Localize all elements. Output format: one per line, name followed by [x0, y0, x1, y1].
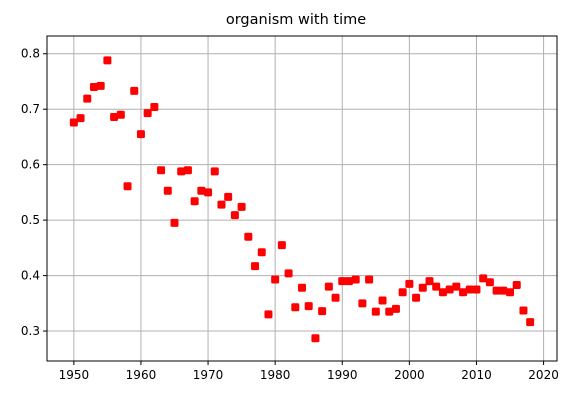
data-point — [251, 262, 260, 271]
data-point — [311, 334, 320, 343]
data-point — [284, 269, 293, 278]
data-point — [445, 285, 454, 294]
data-point — [217, 200, 226, 209]
data-point — [143, 109, 152, 118]
data-point — [76, 114, 85, 123]
x-tick-label: 1960 — [126, 368, 157, 382]
data-point — [405, 279, 414, 288]
data-point — [150, 102, 159, 111]
data-point — [230, 211, 239, 220]
data-point — [506, 288, 515, 297]
data-point — [204, 188, 213, 197]
data-point — [398, 288, 407, 297]
data-point — [318, 307, 327, 316]
data-point — [378, 296, 387, 305]
data-point — [177, 167, 186, 176]
data-point — [237, 202, 246, 211]
data-point — [344, 277, 353, 286]
data-point — [116, 110, 125, 119]
data-point — [224, 192, 233, 201]
data-point — [385, 307, 394, 316]
data-point — [351, 275, 360, 284]
data-point — [526, 318, 535, 327]
data-point — [190, 197, 199, 206]
data-point — [425, 277, 434, 286]
data-point — [83, 94, 92, 103]
data-point — [157, 166, 166, 175]
data-point — [130, 86, 139, 95]
x-tick-label: 2000 — [394, 368, 425, 382]
data-point — [479, 274, 488, 283]
x-tick-label: 2020 — [528, 368, 559, 382]
x-tick-label: 2010 — [461, 368, 492, 382]
data-point — [244, 232, 253, 241]
grid-lines — [47, 36, 557, 361]
chart-title: organism with time — [226, 12, 366, 28]
y-tick-label: 0.7 — [21, 102, 40, 116]
data-point — [512, 281, 521, 290]
data-point — [465, 285, 474, 294]
data-point — [183, 166, 192, 175]
data-point — [123, 182, 132, 191]
data-point — [110, 112, 119, 121]
data-point — [412, 293, 421, 302]
y-tick-label: 0.6 — [21, 158, 40, 172]
data-point — [438, 288, 447, 297]
data-point — [257, 248, 266, 257]
data-points — [69, 56, 535, 343]
y-tick-label: 0.8 — [21, 47, 40, 61]
data-point — [197, 186, 206, 195]
data-point — [519, 306, 528, 315]
data-point — [499, 286, 508, 295]
data-point — [418, 283, 427, 292]
data-point — [472, 285, 481, 294]
data-point — [391, 304, 400, 313]
data-point — [492, 286, 501, 295]
data-point — [89, 83, 98, 92]
data-point — [338, 277, 347, 286]
data-point — [365, 275, 374, 284]
axes: 1950 1960 1970 1980 1990 2000 2010 2020 0.3 0.4 0.… — [21, 35, 559, 382]
x-tick-label: 1950 — [59, 368, 90, 382]
y-tick-label: 0.4 — [21, 269, 40, 283]
data-point — [459, 288, 468, 297]
data-point — [432, 282, 441, 291]
plot-frame — [46, 35, 558, 362]
x-tick-label: 1990 — [327, 368, 358, 382]
data-point — [163, 186, 172, 195]
x-tick-label: 1970 — [193, 368, 224, 382]
data-point — [210, 167, 219, 176]
data-point — [485, 278, 494, 287]
data-point — [371, 307, 380, 316]
data-point — [170, 218, 179, 227]
data-point — [136, 130, 145, 139]
data-point — [298, 283, 306, 292]
data-point — [96, 81, 105, 90]
x-tick-label: 1980 — [260, 368, 291, 382]
data-point — [331, 293, 340, 302]
data-point — [304, 302, 313, 311]
data-point — [264, 310, 273, 319]
y-tick-label: 0.5 — [21, 213, 40, 227]
data-point — [291, 303, 300, 312]
data-point — [452, 282, 461, 291]
data-point — [324, 282, 333, 291]
data-point — [277, 241, 286, 250]
data-point — [271, 275, 280, 284]
data-point — [69, 118, 78, 127]
y-tick-label: 0.3 — [21, 324, 40, 338]
data-point — [358, 299, 367, 308]
data-point — [103, 56, 112, 65]
